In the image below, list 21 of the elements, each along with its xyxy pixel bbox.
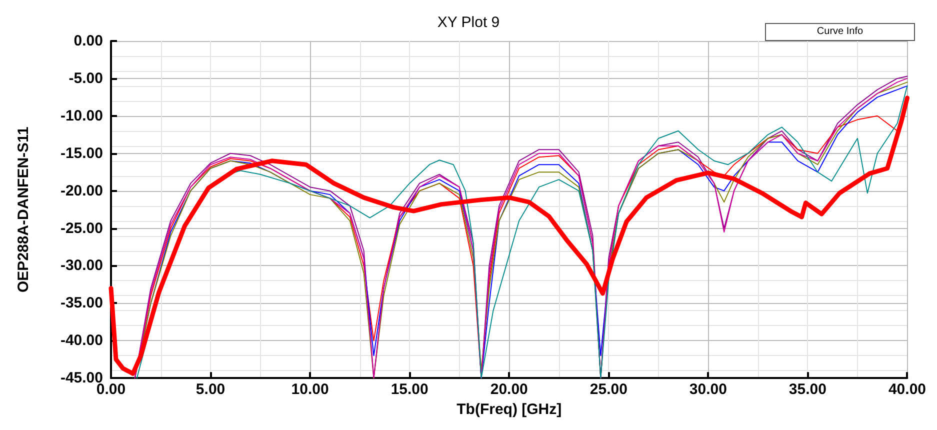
chart-title: XY Plot 9 xyxy=(437,14,500,31)
y-tick-label: -15.00 xyxy=(60,144,103,162)
y-tick-label: -5.00 xyxy=(68,70,103,87)
x-tick-label: 30.00 xyxy=(689,381,727,398)
x-tick-label: 15.00 xyxy=(390,381,428,398)
curve-info-box: Curve Info xyxy=(765,23,915,41)
x-tick-label: 35.00 xyxy=(788,381,826,398)
y-tick-label: 0.00 xyxy=(74,32,103,50)
x-tick-label: 5.00 xyxy=(196,381,226,398)
y-tick-label: -40.00 xyxy=(60,332,103,350)
y-tick-label: -20.00 xyxy=(60,182,103,200)
y-tick-label: -10.00 xyxy=(60,107,103,124)
y-tick-label: -25.00 xyxy=(60,220,103,237)
y-tick-label: -35.00 xyxy=(60,294,103,312)
x-axis-title: Tb(Freq) [GHz] xyxy=(456,401,562,418)
x-tick-label: 25.00 xyxy=(590,381,628,398)
x-tick-label: 20.00 xyxy=(490,381,528,398)
x-tick-label: 40.00 xyxy=(888,381,926,398)
y-axis-title: OEP288A-DANFEN-S11 xyxy=(15,126,32,292)
x-tick-label: 10.00 xyxy=(291,381,329,398)
y-tick-label: -30.00 xyxy=(60,257,103,274)
